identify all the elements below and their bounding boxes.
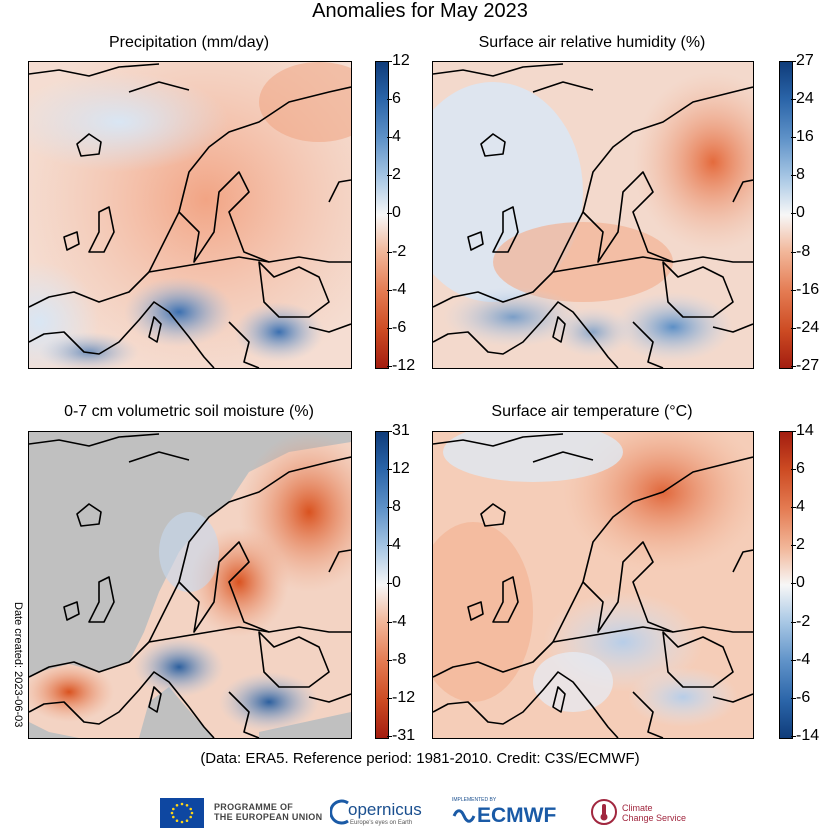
tick-label: -31 — [392, 727, 416, 744]
map-precipitation — [28, 61, 352, 369]
tick-label: 24 — [796, 90, 814, 107]
tick-label: -4 — [392, 281, 407, 298]
tick-label: 0 — [796, 574, 805, 591]
tick-label: 4 — [392, 128, 401, 145]
tick-label: -2 — [796, 613, 811, 630]
ecmwf-name: ECMWF — [477, 804, 557, 827]
colorbar-ticks-temperature: 14 6 4 2 0 -2 -4 -6 -14 — [791, 422, 836, 744]
colorbar-ticks-soil-moisture: 31 12 8 4 0 -4 -8 -12 -31 — [387, 422, 432, 744]
date-created: Date created: 2023-06-03 — [12, 602, 24, 728]
tick-label: -6 — [796, 689, 811, 706]
copernicus-tagline: Europe's eyes on Earth — [350, 820, 413, 826]
panel-title-temperature: Surface air temperature (°C) — [491, 403, 693, 420]
panel-title-precipitation: Precipitation (mm/day) — [108, 34, 270, 51]
tick-label: -4 — [392, 613, 407, 630]
thermometer-icon — [591, 799, 617, 825]
tick-label: -2 — [392, 243, 407, 260]
tick-label: 31 — [392, 422, 410, 439]
tick-label: 12 — [392, 52, 410, 69]
colorbar-humidity — [779, 61, 793, 369]
eu-programme-text: PROGRAMME OF THE EUROPEAN UNION — [214, 802, 322, 822]
tick-label: 8 — [796, 166, 805, 183]
colorbar-soil-moisture — [375, 431, 389, 739]
copernicus-name: opernicus — [348, 800, 422, 819]
tick-label: -27 — [796, 357, 820, 374]
colorbar-temperature — [779, 431, 793, 739]
ecmwf-logo: IMPLEMENTED BY ECMWF — [452, 797, 556, 831]
map-temperature — [432, 431, 754, 739]
climate-line-2: Change Service — [622, 813, 687, 823]
tick-label: 0 — [796, 204, 805, 221]
main-title: Anomalies for May 2023 — [312, 0, 528, 22]
tick-label: 0 — [392, 574, 401, 591]
tick-label: -6 — [392, 319, 407, 336]
colorbar-ticks-humidity: 27 24 16 8 0 -8 -16 -24 -27 — [791, 52, 836, 374]
copernicus-logo: opernicus Europe's eyes on Earth — [330, 796, 430, 830]
tick-label: -8 — [392, 651, 407, 668]
eu-line-1: PROGRAMME OF — [214, 802, 294, 812]
tick-label: 6 — [796, 460, 805, 477]
map-humidity — [432, 61, 754, 369]
map-soil-moisture — [28, 431, 352, 739]
tick-label: -4 — [796, 651, 811, 668]
panel-title-humidity: Surface air relative humidity (%) — [478, 34, 706, 51]
tick-label: 14 — [796, 422, 814, 439]
tick-label: -12 — [392, 357, 416, 374]
tick-label: 4 — [392, 536, 401, 553]
panel-title-soil-moisture: 0-7 cm volumetric soil moisture (%) — [64, 403, 314, 420]
tick-label: -16 — [796, 281, 820, 298]
ecmwf-implemented: IMPLEMENTED BY — [452, 797, 497, 803]
eu-flag-icon — [160, 798, 204, 828]
eu-line-2: THE EUROPEAN UNION — [214, 812, 323, 822]
colorbar-ticks-precipitation: 12 6 4 2 0 -2 -4 -6 -12 — [387, 52, 427, 374]
tick-label: -24 — [796, 319, 820, 336]
tick-label: 4 — [796, 498, 805, 515]
tick-label: 16 — [796, 128, 814, 145]
tick-label: -14 — [796, 727, 820, 744]
tick-label: -12 — [392, 689, 416, 706]
tick-label: 2 — [796, 536, 805, 553]
tick-label: 2 — [392, 166, 401, 183]
climate-change-service-logo: Climate Change Service — [590, 796, 710, 830]
colorbar-precipitation — [375, 61, 389, 369]
copernicus-c-icon — [330, 799, 349, 825]
tick-label: 27 — [796, 52, 814, 69]
tick-label: 0 — [392, 204, 401, 221]
tick-label: 6 — [392, 90, 401, 107]
credit-line: (Data: ERA5. Reference period: 1981-2010… — [200, 750, 640, 767]
tick-label: 12 — [392, 460, 410, 477]
climate-line-1: Climate — [622, 803, 653, 813]
ecmwf-wave-icon — [452, 809, 476, 823]
tick-label: -8 — [796, 243, 811, 260]
tick-label: 8 — [392, 498, 401, 515]
